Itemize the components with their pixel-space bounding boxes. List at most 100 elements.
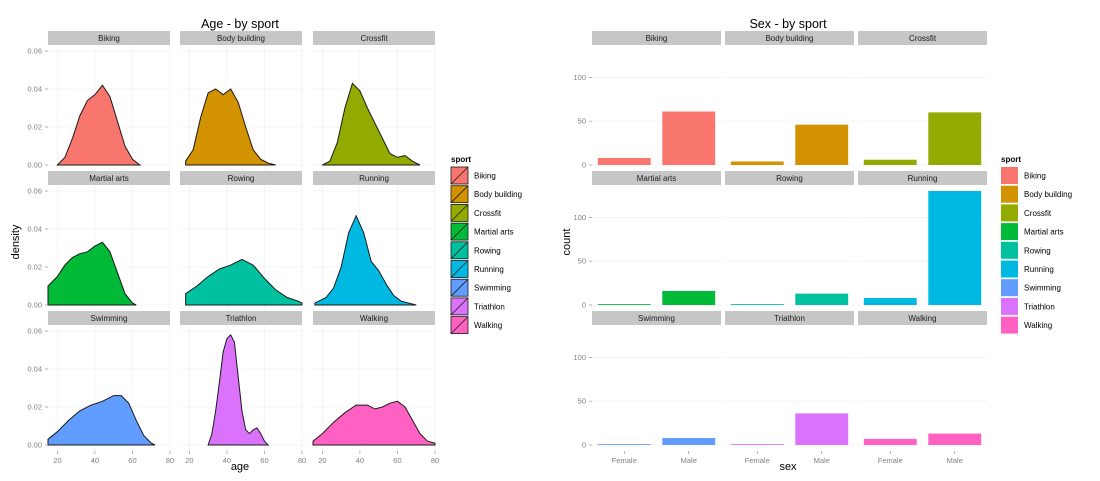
legend-label: Martial arts bbox=[474, 228, 514, 237]
density-area-running bbox=[314, 214, 417, 306]
facet-label: Triathlon bbox=[226, 314, 257, 323]
legend-key-slash bbox=[450, 316, 469, 334]
bar-body-building-female bbox=[730, 161, 784, 165]
density-area-triathlon bbox=[207, 333, 270, 446]
legend-item-swimming: Swimming bbox=[1001, 279, 1061, 297]
bar-swimming-male bbox=[662, 437, 716, 445]
density-area-body-building bbox=[185, 88, 276, 166]
facet-label: Body building bbox=[765, 34, 813, 43]
age-x-axis-title: age bbox=[231, 461, 249, 473]
facet-label: Martial arts bbox=[637, 174, 677, 183]
bar-running-female bbox=[863, 297, 917, 305]
sex-count-chart: Sex - by sport sex count Biking 0 50 100 Bod… bbox=[561, 17, 1072, 473]
legend-key bbox=[1001, 223, 1018, 241]
bar-walking-female bbox=[863, 438, 917, 445]
age-panel-triathlon: Triathlon 20 40 60 80 bbox=[180, 311, 306, 465]
density-area-walking bbox=[312, 400, 436, 446]
density-area-martial-arts bbox=[47, 241, 137, 306]
legend-title: sport bbox=[451, 155, 471, 164]
legend-item-rowing: Rowing bbox=[450, 241, 501, 260]
bar-walking-male bbox=[928, 433, 982, 445]
y-tick-label: 0 bbox=[582, 161, 586, 170]
x-tick-label: 40 bbox=[356, 456, 364, 465]
legend-key-slash bbox=[450, 185, 469, 203]
sex-panel-crossfit: Crossfit bbox=[858, 31, 987, 171]
legend-label: Body building bbox=[1024, 190, 1072, 199]
legend-label: Triathlon bbox=[1024, 302, 1055, 311]
panel-background bbox=[592, 325, 721, 451]
y-tick-label: 0.06 bbox=[27, 327, 42, 336]
bar-crossfit-male bbox=[928, 112, 982, 165]
facet-strip bbox=[180, 171, 302, 185]
y-tick-label: 0.04 bbox=[27, 365, 42, 374]
legend-item-crossfit: Crossfit bbox=[1001, 204, 1052, 222]
legend-label: Walking bbox=[474, 321, 502, 330]
x-tick-label: Female bbox=[612, 456, 637, 465]
y-tick-label: 0.02 bbox=[27, 123, 42, 132]
age-panel-running: Running bbox=[313, 171, 436, 311]
sex-panel-triathlon: Triathlon Female Male bbox=[725, 311, 854, 465]
y-tick-label: 100 bbox=[573, 73, 586, 82]
facet-strip bbox=[180, 311, 302, 325]
legend-key bbox=[1001, 241, 1018, 259]
facet-label: Crossfit bbox=[360, 34, 388, 43]
facet-strip bbox=[725, 31, 854, 45]
legend-key-slash bbox=[450, 222, 469, 241]
y-tick-label: 100 bbox=[573, 353, 586, 362]
facet-label: Walking bbox=[360, 314, 388, 323]
age-y-axis-title: density bbox=[10, 224, 22, 259]
legend-label: Crossfit bbox=[474, 209, 502, 218]
legend-label: Body building bbox=[474, 190, 522, 199]
facet-strip bbox=[592, 31, 721, 45]
age-panel-martial-arts: Martial arts 0.00 0.02 0.04 0.06 bbox=[27, 171, 171, 311]
bar-martial-arts-female bbox=[597, 304, 651, 305]
facet-label: Running bbox=[359, 174, 389, 183]
legend-item-biking: Biking bbox=[450, 166, 496, 185]
facet-label: Martial arts bbox=[89, 174, 129, 183]
x-tick-label: 20 bbox=[53, 456, 61, 465]
y-tick-label: 0.00 bbox=[27, 161, 42, 170]
facet-label: Running bbox=[908, 174, 938, 183]
age-panel-swimming: Swimming 0.00 0.02 0.04 0.06 20 40 60 80 bbox=[27, 311, 174, 465]
x-tick-label: 80 bbox=[298, 456, 306, 465]
age-density-chart: Age - by sport age density Biking 0.00 0.0… bbox=[10, 17, 522, 473]
facet-strip bbox=[592, 171, 721, 185]
facet-strip bbox=[858, 31, 987, 45]
bar-crossfit-female bbox=[863, 159, 917, 165]
bar-body-building-male bbox=[795, 124, 849, 165]
age-panel-body-building: Body building bbox=[180, 31, 303, 171]
age-panel-biking: Biking 0.00 0.02 0.04 0.06 bbox=[27, 31, 171, 171]
legend-item-swimming: Swimming bbox=[450, 278, 511, 297]
facet-label: Triathlon bbox=[774, 314, 805, 323]
legend-item-running: Running bbox=[450, 260, 504, 278]
legend-item-rowing: Rowing bbox=[1001, 241, 1051, 259]
facet-label: Biking bbox=[646, 34, 668, 43]
age-facet-grid: Biking 0.00 0.02 0.04 0.06 Body building Cross… bbox=[27, 31, 439, 465]
y-tick-label: 0.06 bbox=[27, 187, 42, 196]
x-tick-label: 20 bbox=[318, 456, 326, 465]
x-tick-label: 20 bbox=[185, 456, 193, 465]
facet-strip bbox=[592, 311, 721, 325]
panel-background bbox=[858, 325, 987, 451]
legend-key-slash bbox=[450, 241, 469, 260]
bar-biking-female bbox=[597, 157, 651, 165]
x-tick-label: Male bbox=[681, 456, 697, 465]
age-legend: sport Biking Body building Crossfit Martial … bbox=[450, 155, 522, 335]
legend-label: Running bbox=[1024, 265, 1054, 274]
legend-label: Swimming bbox=[474, 284, 511, 293]
legend-item-body-building: Body building bbox=[450, 185, 522, 204]
facet-label: Rowing bbox=[776, 174, 803, 183]
density-area-crossfit bbox=[322, 82, 421, 166]
legend-item-running: Running bbox=[1001, 260, 1054, 278]
y-tick-label: 0.00 bbox=[27, 301, 42, 310]
legend-item-triathlon: Triathlon bbox=[1001, 297, 1055, 315]
age-panel-rowing: Rowing bbox=[180, 171, 303, 311]
legend-key bbox=[1001, 297, 1018, 315]
x-tick-label: Female bbox=[878, 456, 903, 465]
panel-background bbox=[592, 185, 721, 311]
legend-key-slash bbox=[450, 260, 469, 278]
x-tick-label: Male bbox=[814, 456, 830, 465]
facet-label: Swimming bbox=[638, 314, 675, 323]
facet-strip bbox=[313, 171, 435, 185]
